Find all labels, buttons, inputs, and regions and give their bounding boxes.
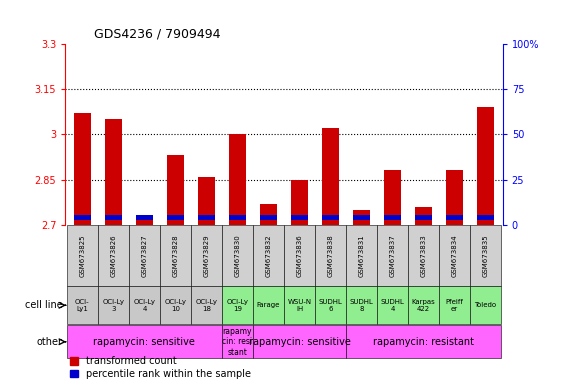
Text: GDS4236 / 7909494: GDS4236 / 7909494: [94, 27, 220, 40]
Bar: [446, 215, 463, 220]
FancyBboxPatch shape: [470, 286, 501, 324]
FancyBboxPatch shape: [439, 225, 470, 286]
FancyBboxPatch shape: [408, 225, 439, 286]
Text: GSM673831: GSM673831: [358, 234, 365, 277]
FancyBboxPatch shape: [191, 286, 222, 324]
Text: Karpas
422: Karpas 422: [412, 299, 436, 312]
FancyBboxPatch shape: [160, 225, 191, 286]
Bar: [353, 215, 370, 220]
Text: GSM673828: GSM673828: [173, 234, 178, 277]
Bar: [260, 215, 277, 220]
FancyBboxPatch shape: [67, 286, 98, 324]
Text: OCI-Ly
4: OCI-Ly 4: [133, 299, 156, 312]
Bar: [291, 180, 308, 225]
Text: OCI-
Ly1: OCI- Ly1: [75, 299, 90, 312]
FancyBboxPatch shape: [222, 325, 253, 358]
FancyBboxPatch shape: [222, 286, 253, 324]
Text: GSM673827: GSM673827: [141, 234, 148, 277]
Text: GSM673832: GSM673832: [265, 234, 272, 277]
Text: GSM673838: GSM673838: [328, 234, 333, 277]
Bar: [415, 215, 432, 220]
Bar: [477, 107, 494, 225]
Bar: [384, 170, 401, 225]
FancyBboxPatch shape: [315, 286, 346, 324]
Text: other: other: [36, 337, 62, 347]
Bar: [167, 156, 184, 225]
FancyBboxPatch shape: [315, 225, 346, 286]
FancyBboxPatch shape: [253, 286, 284, 324]
Text: OCI-Ly
19: OCI-Ly 19: [227, 299, 248, 312]
Bar: [105, 215, 122, 220]
FancyBboxPatch shape: [284, 225, 315, 286]
FancyBboxPatch shape: [222, 225, 253, 286]
FancyBboxPatch shape: [129, 286, 160, 324]
Bar: [198, 177, 215, 225]
Text: cell line: cell line: [25, 300, 62, 310]
Text: SUDHL
4: SUDHL 4: [381, 299, 404, 312]
FancyBboxPatch shape: [408, 286, 439, 324]
FancyBboxPatch shape: [98, 225, 129, 286]
Text: GSM673833: GSM673833: [420, 234, 427, 277]
Bar: [477, 215, 494, 220]
FancyBboxPatch shape: [160, 286, 191, 324]
Text: GSM673834: GSM673834: [452, 234, 458, 277]
Text: WSU-N
IH: WSU-N IH: [287, 299, 312, 312]
Bar: [229, 134, 246, 225]
FancyBboxPatch shape: [346, 225, 377, 286]
Text: rapamycin: sensitive: rapamycin: sensitive: [249, 337, 350, 347]
Text: rapamycin: resistant: rapamycin: resistant: [373, 337, 474, 347]
Bar: [384, 215, 401, 220]
FancyBboxPatch shape: [284, 286, 315, 324]
Text: Farage: Farage: [257, 302, 280, 308]
FancyBboxPatch shape: [377, 225, 408, 286]
Bar: [74, 113, 91, 225]
Text: Pfeiff
er: Pfeiff er: [446, 299, 463, 312]
Text: OCI-Ly
10: OCI-Ly 10: [164, 299, 186, 312]
Bar: [74, 215, 91, 220]
FancyBboxPatch shape: [67, 225, 98, 286]
Text: GSM673825: GSM673825: [80, 234, 85, 276]
Bar: [415, 207, 432, 225]
FancyBboxPatch shape: [439, 286, 470, 324]
Text: GSM673826: GSM673826: [110, 234, 116, 277]
Bar: [446, 170, 463, 225]
FancyBboxPatch shape: [98, 286, 129, 324]
FancyBboxPatch shape: [377, 286, 408, 324]
FancyBboxPatch shape: [346, 286, 377, 324]
Text: GSM673829: GSM673829: [203, 234, 210, 277]
Text: GSM673830: GSM673830: [235, 234, 240, 277]
FancyBboxPatch shape: [67, 325, 222, 358]
Text: SUDHL
6: SUDHL 6: [319, 299, 343, 312]
FancyBboxPatch shape: [253, 225, 284, 286]
Legend: transformed count, percentile rank within the sample: transformed count, percentile rank withi…: [70, 356, 250, 379]
Text: OCI-Ly
18: OCI-Ly 18: [195, 299, 218, 312]
Bar: [322, 128, 339, 225]
Bar: [229, 215, 246, 220]
FancyBboxPatch shape: [470, 225, 501, 286]
FancyBboxPatch shape: [191, 225, 222, 286]
Bar: [105, 119, 122, 225]
Bar: [167, 215, 184, 220]
Bar: [291, 215, 308, 220]
Text: GSM673835: GSM673835: [483, 234, 488, 277]
FancyBboxPatch shape: [346, 325, 501, 358]
Text: rapamycin: sensitive: rapamycin: sensitive: [94, 337, 195, 347]
Text: rapamy
cin: resi
stant: rapamy cin: resi stant: [223, 327, 253, 357]
Bar: [136, 215, 153, 220]
Text: GSM673837: GSM673837: [390, 234, 395, 277]
Bar: [198, 215, 215, 220]
Bar: [353, 210, 370, 225]
Text: SUDHL
8: SUDHL 8: [350, 299, 374, 312]
Bar: [322, 215, 339, 220]
FancyBboxPatch shape: [129, 225, 160, 286]
Text: GSM673836: GSM673836: [296, 234, 303, 277]
Bar: [136, 216, 153, 225]
Bar: [260, 204, 277, 225]
FancyBboxPatch shape: [253, 325, 346, 358]
Text: OCI-Ly
3: OCI-Ly 3: [102, 299, 124, 312]
Text: Toledo: Toledo: [474, 302, 496, 308]
